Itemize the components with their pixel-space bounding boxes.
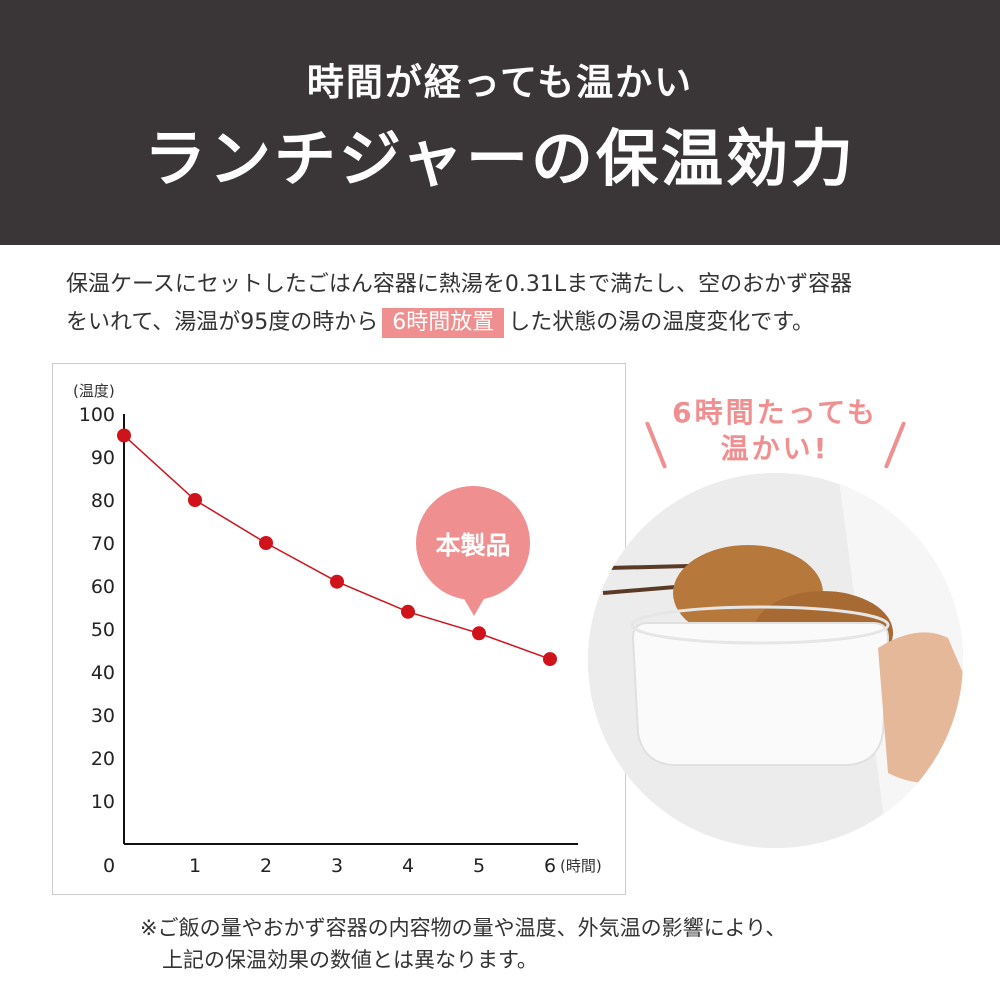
data-point <box>259 536 273 550</box>
y-tick-label: 90 <box>91 447 115 469</box>
description-line2-after: した状態の湯の温度変化です。 <box>508 310 815 335</box>
callout-line2: 温かい! <box>720 432 830 465</box>
data-point <box>330 574 344 589</box>
description-highlight: 6時間放置 <box>382 308 505 338</box>
y-tick-label: 80 <box>91 490 115 512</box>
x-tick-label: 4 <box>402 855 414 877</box>
footnote: ※ご飯の量やおかず容器の内容物の量や温度、外気温の影響により、 上記の保温効果の… <box>140 912 940 976</box>
y-tick-label: 10 <box>91 791 115 813</box>
y-tick-label: 50 <box>91 619 115 641</box>
y-tick-label: 70 <box>91 533 115 555</box>
footnote-line1: ※ご飯の量やおかず容器の内容物の量や温度、外気温の影響により、 <box>140 916 787 940</box>
data-point <box>401 604 415 619</box>
x-axis-label: (時間) <box>560 857 602 875</box>
x-tick-label: 1 <box>189 855 201 877</box>
product-bubble: 本製品 <box>416 486 530 616</box>
x-tick-label: 6 <box>544 855 556 877</box>
data-point <box>188 493 202 507</box>
y-tick-label: 100 <box>79 404 115 426</box>
x-tick-label: 2 <box>260 855 272 877</box>
x-tick-label: 0 <box>103 855 115 877</box>
header-title: ランチジャーの保温効力 <box>144 122 856 195</box>
x-tick-label: 3 <box>331 855 343 877</box>
callout-text: 6時間たっても 温かい! <box>640 395 910 467</box>
x-tick-label: 5 <box>473 855 485 877</box>
data-point <box>472 626 486 641</box>
y-axis-label: (温度) <box>73 382 115 400</box>
lunch-jar-photo <box>588 473 963 848</box>
y-tick-label: 30 <box>91 705 115 727</box>
header-banner: 時間が経っても温かい ランチジャーの保温効力 <box>0 0 1000 245</box>
description-line2-before: をいれて、湯温が95度の時から <box>66 310 379 335</box>
description: 保温ケースにセットしたごはん容器に熱湯を0.31Lまで満たし、空のおかず容器 を… <box>66 266 966 342</box>
data-point <box>117 428 131 443</box>
y-tick-label: 20 <box>91 748 115 770</box>
footnote-line2: 上記の保温効果の数値とは異なります。 <box>162 948 538 972</box>
data-point <box>543 652 557 667</box>
description-line1: 保温ケースにセットしたごはん容器に熱湯を0.31Lまで満たし、空のおかず容器 <box>66 272 853 297</box>
y-tick-label: 40 <box>91 662 115 684</box>
y-tick-label: 60 <box>91 576 115 598</box>
callout-line1: 6時間たっても <box>672 396 878 429</box>
product-bubble-label: 本製品 <box>435 531 510 560</box>
header-subtitle: 時間が経っても温かい <box>306 61 694 104</box>
